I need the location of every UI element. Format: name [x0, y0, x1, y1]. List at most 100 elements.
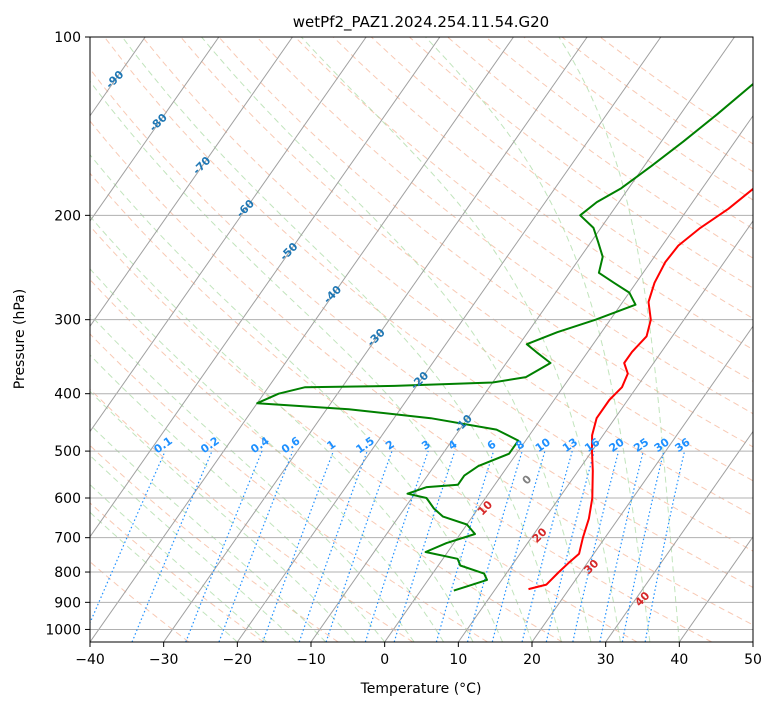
plot-area: 0.1 0.2 0.4 0.6 1 1.5 2 3 4 6 8 10 13 16 20 25 30 36-100-…	[0, 37, 753, 642]
moist-adiabat	[90, 483, 268, 642]
dry-adiabat-label: 30	[581, 557, 601, 577]
dry-adiabat	[104, 37, 753, 552]
mixing-ratio-line	[545, 450, 595, 642]
isotherm	[605, 430, 753, 642]
mixing-ratio-line	[599, 450, 644, 642]
isotherm	[90, 37, 514, 642]
isotherm	[0, 37, 72, 642]
isotherm-label: -90	[103, 68, 126, 91]
x-tick-label: 30	[597, 652, 615, 668]
y-tick-label: 300	[54, 313, 81, 329]
y-tick-label: 600	[54, 491, 81, 507]
mixing-ratio-label: 36	[672, 435, 692, 455]
dewpoint-line	[256, 82, 753, 592]
y-tick-label: 1000	[45, 622, 81, 638]
x-tick-label: 20	[523, 652, 541, 668]
y-tick-label: 200	[54, 208, 81, 224]
mixing-ratio-label: 0.6	[279, 434, 303, 456]
mixing-ratio-line	[325, 450, 393, 642]
mixing-ratio-line	[491, 450, 546, 642]
mixing-ratio-line	[90, 450, 166, 625]
dry-adiabat	[485, 37, 753, 230]
mixing-ratio-label: 16	[582, 435, 602, 455]
y-tick-label: 500	[54, 444, 81, 460]
isotherm	[457, 220, 753, 642]
moist-adiabat	[90, 215, 474, 642]
isotherm-label: -60	[234, 197, 257, 220]
moist-adiabat	[90, 268, 445, 642]
x-tick-label: 50	[744, 652, 762, 668]
mixing-ratio-line	[185, 450, 263, 642]
moist-adiabat	[201, 37, 592, 642]
isotherm-label: -80	[147, 111, 170, 134]
x-tick-label: −20	[223, 652, 253, 668]
y-tick-label: 800	[54, 565, 81, 581]
mixing-ratio-line	[131, 450, 213, 642]
moist-adiabat	[90, 313, 415, 642]
temperature-line	[528, 187, 753, 591]
isotherm	[678, 535, 753, 642]
moist-adiabats	[90, 37, 680, 642]
moist-adiabat	[425, 37, 651, 642]
moist-adiabat	[300, 37, 621, 642]
moist-adiabat	[90, 354, 386, 642]
moist-adiabat	[90, 511, 238, 642]
moist-adiabat	[90, 423, 327, 642]
isotherm	[90, 37, 220, 222]
dry-adiabat	[90, 444, 339, 642]
x-axis-label: Temperature (°C)	[360, 681, 482, 697]
mixing-ratio-lines	[90, 450, 686, 642]
mixing-ratio-label: 0.2	[198, 434, 221, 456]
dry-adiabats	[90, 37, 753, 642]
dry-adiabat	[90, 333, 488, 642]
mixing-ratio-line	[393, 450, 456, 642]
chart-title: wetPf2_PAZ1.2024.254.11.54.G20	[293, 13, 549, 32]
dry-adiabat	[294, 37, 753, 382]
dry-adiabat	[90, 502, 264, 642]
moist-adiabat	[90, 80, 533, 642]
mixing-ratio-label: 30	[652, 435, 672, 455]
y-axis-label: Pressure (hPa)	[12, 289, 28, 389]
mixing-ratio-label: 13	[560, 436, 580, 455]
isotherm	[752, 641, 753, 642]
dry-adiabat	[256, 37, 753, 415]
mixing-ratio-line	[644, 450, 686, 642]
mixing-ratio-label: 2	[383, 438, 397, 453]
mixing-ratio-label: 25	[631, 436, 651, 455]
mixing-ratio-label: 0.1	[151, 434, 174, 456]
dry-adiabat	[90, 225, 638, 642]
isotherm	[90, 37, 441, 538]
dry-adiabat	[142, 37, 753, 517]
mixing-ratio-label: 3	[419, 438, 433, 453]
y-tick-label: 400	[54, 387, 81, 403]
isotherm-label: -10	[452, 412, 475, 435]
mixing-ratio-line	[298, 450, 368, 642]
x-tick-label: 0	[380, 652, 389, 668]
mixing-ratio-line	[466, 450, 523, 642]
dry-adiabat	[90, 68, 753, 589]
mixing-ratio-label: 0.4	[248, 434, 272, 456]
isotherm	[163, 37, 588, 642]
isotherm	[310, 37, 735, 642]
dry-adiabat	[332, 37, 753, 351]
dry-adiabat	[90, 388, 414, 642]
isotherm-label: -30	[365, 326, 388, 349]
plot-frame	[89, 36, 754, 643]
dry-adiabat	[409, 37, 753, 289]
dry-adiabat-label: 20	[530, 525, 550, 545]
dry-adiabat-label: 40	[632, 589, 652, 609]
dry-adiabat	[370, 37, 753, 320]
moist-adiabat	[121, 37, 562, 642]
dry-adiabat	[218, 37, 753, 448]
moist-adiabat	[90, 454, 297, 642]
isotherm	[236, 37, 662, 642]
x-tick-label: −10	[296, 652, 326, 668]
mixing-ratio-line	[364, 450, 429, 642]
isotherm	[90, 37, 367, 433]
x-tick-label: −30	[149, 652, 179, 668]
dry-adiabat	[599, 37, 753, 145]
moist-adiabat	[558, 37, 680, 642]
mixing-ratio-line	[435, 450, 495, 642]
x-tick-label: 10	[449, 652, 467, 668]
